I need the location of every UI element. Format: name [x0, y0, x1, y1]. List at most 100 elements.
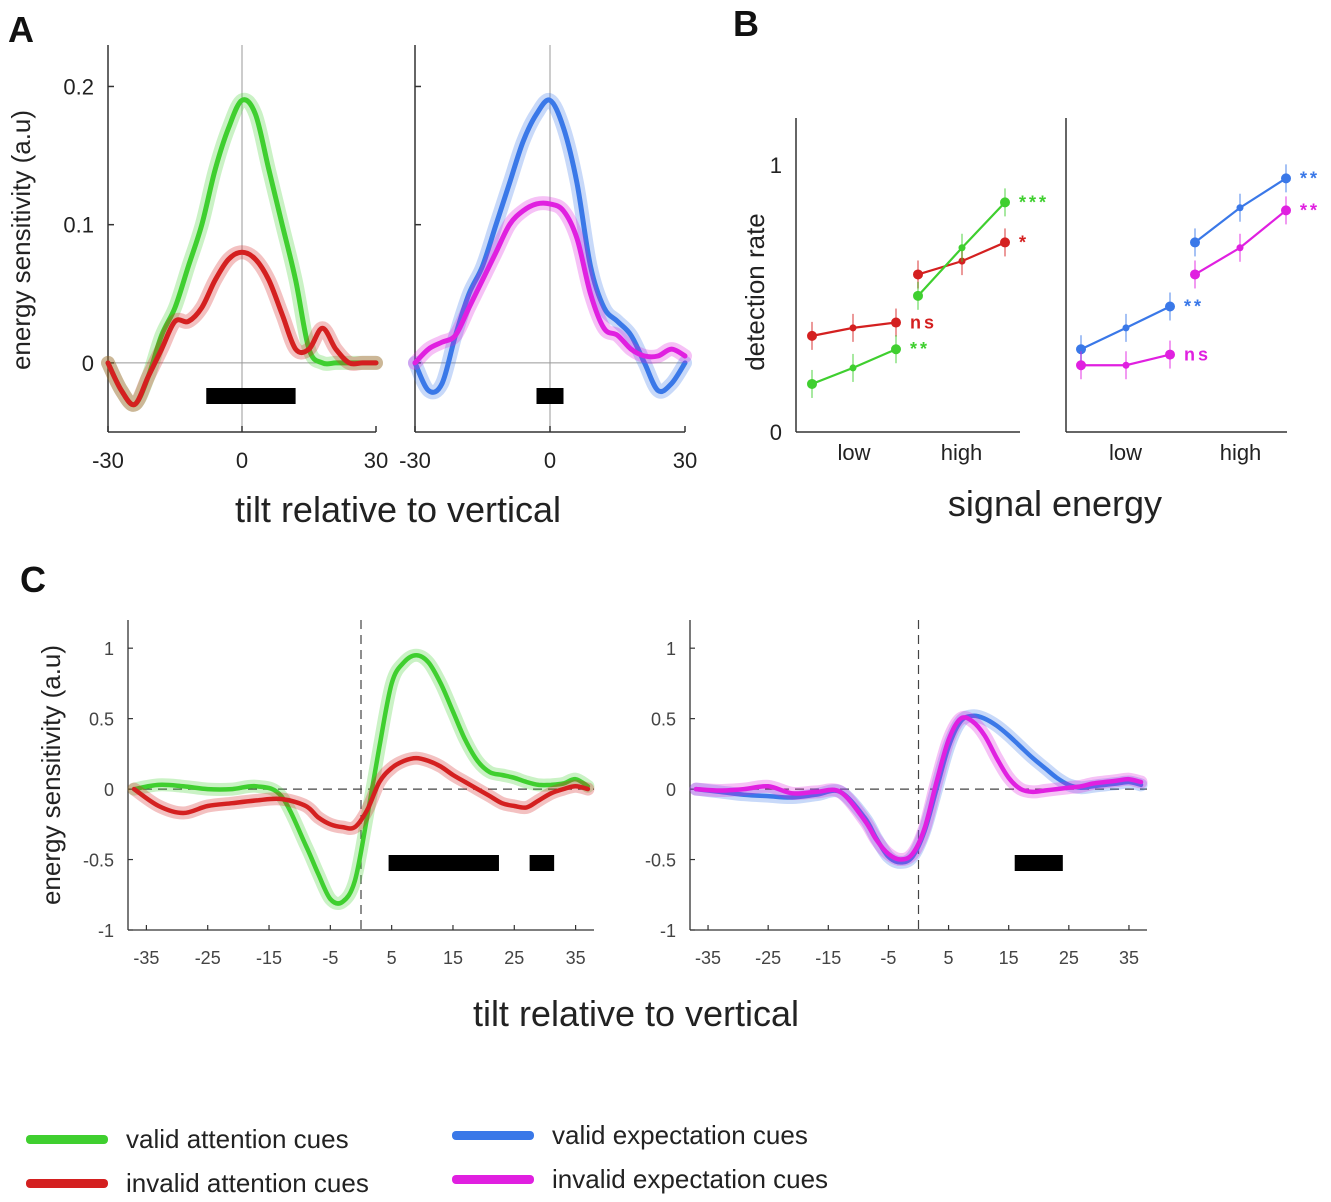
panel-label-a: A: [8, 9, 34, 50]
group-label-high: high: [941, 440, 983, 465]
series-line-c-left-0: [131, 652, 591, 906]
legend-item-valid-attention: valid attention cues: [26, 1124, 349, 1155]
y-axis-title-a: energy sensitivity (a.u): [6, 110, 36, 370]
x-tick-label: -15: [256, 948, 282, 968]
plot-c-right: -1 -0.5 0 0.5 1 -35 -25 -15 -5 5 15 25 35: [645, 620, 1148, 968]
panel-label-c: C: [20, 559, 46, 600]
significance-label: **: [1184, 297, 1204, 317]
data-point: [1122, 324, 1130, 332]
data-point: [891, 344, 901, 355]
data-point: [849, 364, 857, 372]
y-tick-label: -1: [98, 921, 114, 941]
panel-a: 0 0.1 0.2 -30 0 30 -30 0 30 energy sensitivity (a…: [6, 45, 697, 530]
y-tick-label: 0.5: [651, 710, 676, 730]
x-tick-label: 25: [504, 948, 524, 968]
legend-label-valid-attention: valid attention cues: [126, 1124, 349, 1154]
x-tick-label: -35: [133, 948, 159, 968]
legend-label-invalid-attention: invalid attention cues: [126, 1168, 369, 1198]
data-point: [849, 324, 857, 332]
legend-swatch-invalid-expectation: [452, 1175, 534, 1184]
legend-swatch-valid-expectation: [452, 1131, 534, 1140]
group-label-low: low: [1109, 440, 1142, 465]
plot-c-left: -1 -0.5 0 0.5 1 -35 -25 -15 -5 5 15 25 35: [83, 620, 595, 968]
x-tick-label: -25: [755, 948, 781, 968]
x-tick-label: 5: [944, 948, 954, 968]
series-line-c-right-1: [693, 715, 1144, 862]
data-point: [1165, 349, 1175, 360]
data-point: [1122, 361, 1130, 369]
data-point: [1000, 197, 1010, 208]
y-tick-label: 0: [770, 420, 782, 445]
x-tick-label: 30: [673, 448, 697, 473]
x-tick-label: 15: [999, 948, 1019, 968]
x-tick-label: -5: [322, 948, 338, 968]
series-line-c-left-1: [131, 755, 591, 831]
significance-bar-c-right-0: [1014, 855, 1063, 871]
y-tick-label: 1: [104, 639, 114, 659]
data-point: [1190, 269, 1200, 280]
series-line-a-left-1: [105, 249, 379, 408]
data-point: [1190, 237, 1200, 248]
legend-swatch-valid-attention: [26, 1135, 108, 1144]
significance-label: ns: [1184, 345, 1211, 365]
panel-label-b: B: [733, 3, 759, 44]
data-point: [1165, 301, 1175, 312]
x-tick-label: 25: [1059, 948, 1079, 968]
significance-label: **: [910, 339, 930, 359]
data-point: [807, 330, 817, 341]
significance-bar-c-left-0: [388, 855, 499, 871]
series-line-a-right-1: [412, 200, 688, 366]
y-axis-title-b: detection rate: [740, 213, 770, 371]
significance-bar-c-left-1: [529, 855, 555, 871]
x-axis-title-a: tilt relative to vertical: [235, 489, 561, 530]
x-tick-label: -30: [92, 448, 124, 473]
significance-label: ***: [1019, 192, 1049, 212]
panel-c: -1-0.500.51-35 -25 -15 -5 5 15 25 35-1-0.500.51…: [36, 620, 1148, 1034]
x-tick-label: 35: [1119, 948, 1139, 968]
group-label-high: high: [1220, 440, 1262, 465]
x-axis-title-c: tilt relative to vertical: [473, 993, 799, 1034]
data-point: [1236, 204, 1244, 212]
legend-swatch-invalid-attention: [26, 1179, 108, 1188]
legend-item-valid-expectation: valid expectation cues: [452, 1120, 808, 1151]
group-label-low: low: [837, 440, 870, 465]
plot-b-right: low high ** ** ns **: [1065, 118, 1320, 465]
x-axis-title-b: signal energy: [948, 483, 1162, 524]
y-tick-label: -0.5: [83, 851, 114, 871]
y-tick-label: 0.5: [89, 710, 114, 730]
y-tick-label: 0: [104, 780, 114, 800]
y-tick-label: 0: [666, 780, 676, 800]
x-tick-label: 5: [387, 948, 397, 968]
x-tick-label: 0: [544, 448, 556, 473]
legend-item-invalid-expectation: invalid expectation cues: [452, 1164, 828, 1195]
significance-label: ns: [910, 313, 937, 333]
data-point: [1076, 344, 1086, 355]
y-tick-label: 1: [666, 639, 676, 659]
x-tick-label: -15: [815, 948, 841, 968]
legend-label-valid-expectation: valid expectation cues: [552, 1120, 808, 1150]
x-tick-label: 35: [566, 948, 586, 968]
plot-a-right: -30 0 30: [399, 45, 697, 473]
data-point: [1076, 360, 1086, 371]
y-axis-title-c: energy sensitivity (a.u): [36, 645, 66, 905]
y-tick-label: 0.2: [63, 74, 94, 99]
data-point: [1281, 205, 1291, 216]
significance-label: **: [1300, 200, 1320, 220]
x-tick-label: 0: [236, 448, 248, 473]
y-tick-label: 0.1: [63, 213, 94, 238]
plot-a-left: 0 0.1 0.2 -30 0 30: [63, 45, 388, 473]
significance-bar-a-right: [536, 388, 564, 404]
legend-label-invalid-expectation: invalid expectation cues: [552, 1164, 829, 1194]
x-tick-label: 30: [364, 448, 388, 473]
data-point: [958, 257, 966, 265]
y-tick-label: 0: [82, 351, 94, 376]
data-point: [1281, 173, 1291, 184]
x-tick-label: -25: [195, 948, 221, 968]
data-point: [1000, 237, 1010, 248]
x-tick-label: -5: [880, 948, 896, 968]
significance-bar-a-left: [206, 388, 296, 404]
data-point: [1236, 244, 1244, 252]
